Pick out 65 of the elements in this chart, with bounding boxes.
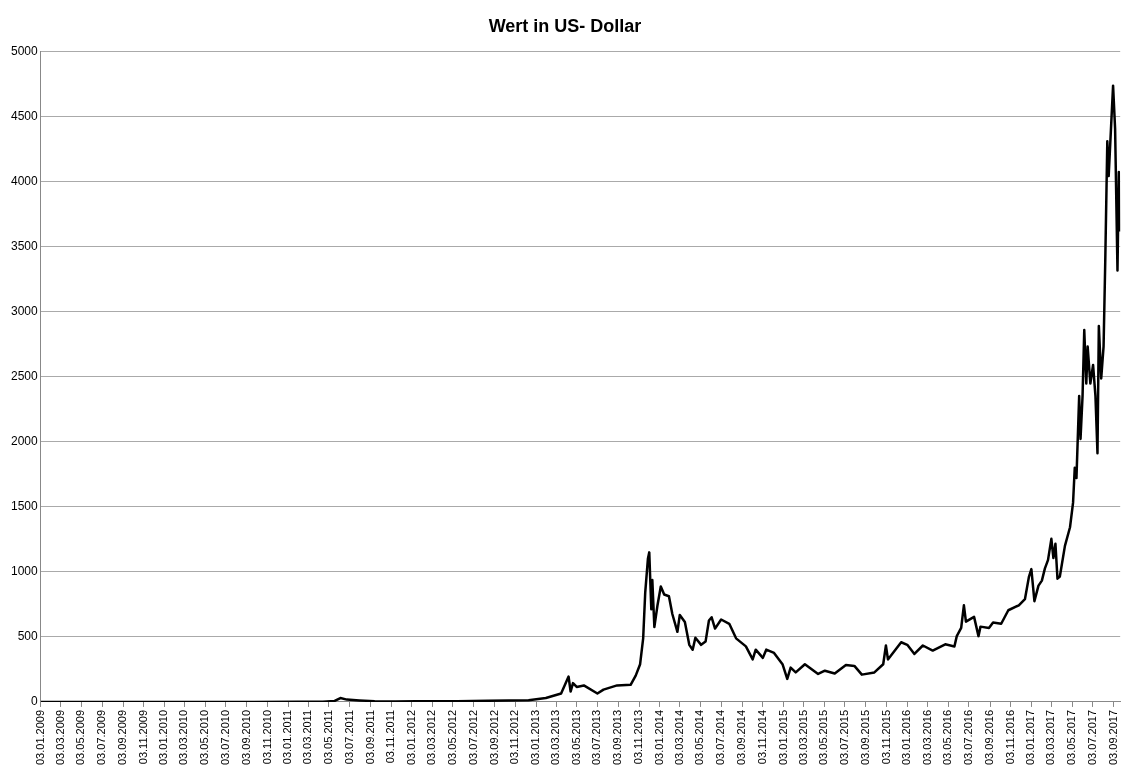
x-tick-label: 03.05.2010 xyxy=(198,709,211,766)
y-tick-label: 0 xyxy=(31,694,39,709)
y-tick-label: 5000 xyxy=(10,43,39,58)
y-tick-label: 3500 xyxy=(10,239,39,254)
x-tick-label: 03.01.2016 xyxy=(900,709,913,766)
x-tick-label: 03.11.2009 xyxy=(136,709,149,765)
x-tick-label: 03.09.2013 xyxy=(611,709,624,766)
x-tick-label: 03.09.2017 xyxy=(1106,709,1119,766)
x-tick-label: 03.03.2009 xyxy=(53,709,66,766)
x-tick-label: 03.07.2015 xyxy=(837,709,850,766)
x-tick-label: 03.07.2014 xyxy=(714,709,727,766)
x-tick-label: 03.09.2010 xyxy=(239,709,252,766)
y-tick-label: 4000 xyxy=(10,173,39,188)
y-tick-label: 2000 xyxy=(10,434,39,449)
x-tick-label: 03.01.2013 xyxy=(529,709,542,766)
x-tick-label: 03.11.2011 xyxy=(384,709,397,764)
x-tick-label: 03.03.2017 xyxy=(1044,709,1057,766)
x-tick-label: 03.09.2016 xyxy=(983,709,996,766)
x-tick-label: 03.01.2010 xyxy=(157,709,170,766)
x-tick-label: 03.09.2012 xyxy=(487,709,500,766)
x-tick-label: 03.03.2016 xyxy=(920,709,933,766)
x-tick-label: 03.03.2015 xyxy=(796,709,809,766)
x-tick-label: 03.05.2012 xyxy=(446,709,458,766)
x-tick-label: 03.01.2011 xyxy=(281,709,294,765)
x-tick-label: 03.01.2012 xyxy=(404,709,417,766)
x-tick-label: 03.03.2012 xyxy=(425,709,438,766)
x-tick-label: 03.03.2010 xyxy=(177,709,190,766)
x-tick-label: 03.01.2017 xyxy=(1024,709,1037,766)
y-tick-label: 1000 xyxy=(10,564,39,579)
x-tick-label: 03.11.2014 xyxy=(755,709,768,765)
x-tick-label: 03.01.2015 xyxy=(776,709,789,766)
y-tick-label: 1500 xyxy=(10,499,39,514)
x-tick-label: 03.11.2012 xyxy=(508,709,521,765)
x-tick-label: 03.05.2016 xyxy=(941,709,954,766)
x-tick-label: 03.05.2017 xyxy=(1065,709,1078,766)
x-tick-label: 03.07.2017 xyxy=(1085,709,1098,766)
x-tick-label: 03.05.2011 xyxy=(321,709,334,765)
y-tick-label: 3000 xyxy=(10,304,39,319)
y-tick-label: 4500 xyxy=(10,108,39,123)
x-tick-label: 03.05.2014 xyxy=(693,709,706,766)
x-tick-label: 03.11.2013 xyxy=(632,709,645,765)
x-tick-label: 03.05.2009 xyxy=(74,709,87,766)
x-tick-label: 03.07.2013 xyxy=(590,709,603,766)
x-tick-label: 03.11.2010 xyxy=(260,709,273,765)
x-tick-label: 03.03.2014 xyxy=(672,709,685,766)
x-tick-label: 03.09.2015 xyxy=(858,709,871,766)
x-tick-label: 03.09.2014 xyxy=(735,709,748,766)
y-tick-label: 2500 xyxy=(10,369,39,384)
x-tick-label: 03.07.2011 xyxy=(342,709,355,765)
x-tick-label: 03.11.2016 xyxy=(1003,709,1016,765)
x-tick-label: 03.07.2010 xyxy=(218,709,231,766)
x-tick-label: 03.03.2013 xyxy=(549,709,562,766)
x-tick-label: 03.01.2009 xyxy=(33,709,46,766)
x-tick-label: 03.09.2011 xyxy=(363,709,376,765)
x-tick-label: 03.01.2014 xyxy=(652,709,665,766)
x-tick-label: 03.09.2009 xyxy=(116,709,129,766)
y-tick-label: 500 xyxy=(17,629,39,644)
x-tick-label: 03.11.2015 xyxy=(879,709,892,765)
chart-title: Wert in US- Dollar xyxy=(488,15,642,36)
x-tick-label: 03.07.2009 xyxy=(95,709,108,766)
x-tick-label: 03.05.2015 xyxy=(817,709,830,766)
x-tick-label: 03.05.2013 xyxy=(569,709,582,766)
x-tick-label: 03.07.2012 xyxy=(466,709,479,766)
x-tick-label: 03.07.2016 xyxy=(962,709,975,766)
x-tick-label: 03.03.2011 xyxy=(301,709,314,765)
